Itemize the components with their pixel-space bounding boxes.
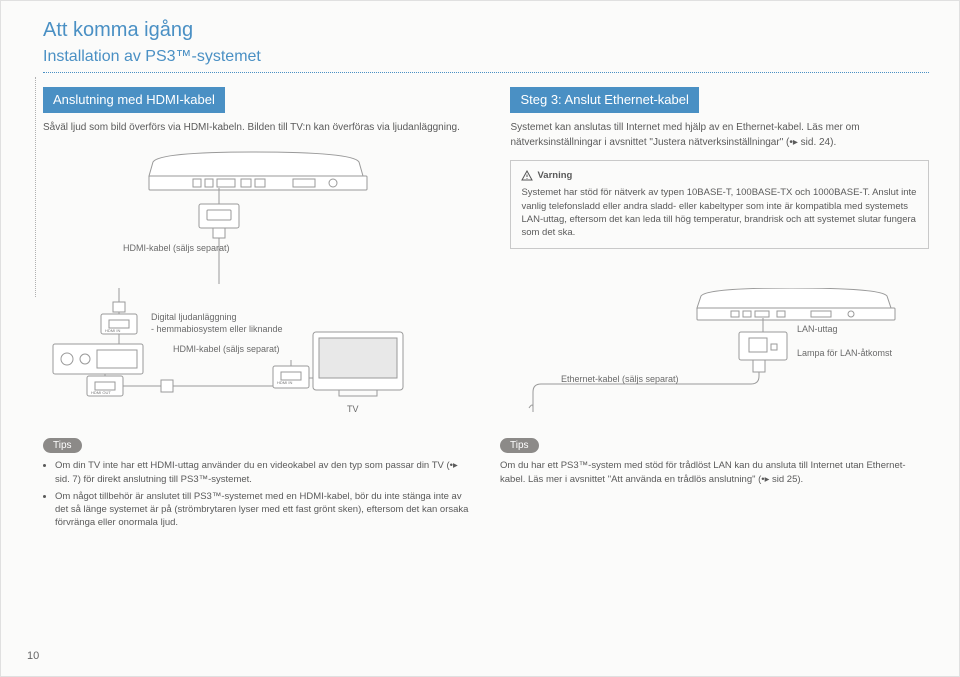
tips-heading-right: Tips	[500, 438, 539, 453]
lan-lamp-label: Lampa för LAN-åtkomst	[797, 348, 892, 358]
lan-port-label: LAN-uttag	[797, 324, 838, 334]
audio-tv-diagram: HDMI IN HDMI OUT HDMI IN Digital ljudanl…	[43, 288, 473, 423]
svg-text:HDMI IN: HDMI IN	[105, 328, 120, 333]
right-column: Steg 3: Anslut Ethernet-kabel Systemet k…	[510, 87, 929, 284]
left-heading: Anslutning med HDMI-kabel	[43, 87, 225, 113]
main-columns: Anslutning med HDMI-kabel Såväl ljud som…	[43, 87, 929, 284]
page-number: 10	[27, 650, 39, 662]
left-intro: Såväl ljud som bild överförs via HDMI-ka…	[43, 121, 482, 136]
warning-box: Varning Systemet har stöd för nätverk av…	[510, 160, 929, 248]
tv-label: TV	[347, 404, 359, 414]
tips-right-text: Om du har ett PS3™-system med stöd för t…	[500, 459, 929, 486]
digital-audio-label-2: - hemmabiosystem eller liknande	[151, 324, 283, 334]
lower-diagram-row: HDMI IN HDMI OUT HDMI IN Digital ljudanl…	[43, 288, 929, 423]
hdmi-cable-label: HDMI-kabel (säljs separat)	[123, 242, 482, 255]
right-heading: Steg 3: Anslut Ethernet-kabel	[510, 87, 698, 113]
warning-title: Varning	[537, 169, 572, 182]
tips-heading-left: Tips	[43, 438, 82, 453]
ethernet-cable-label: Ethernet-kabel (säljs separat)	[561, 374, 679, 384]
tips-left-item: Om din TV inte har ett HDMI-uttag använd…	[55, 459, 472, 486]
hdmi-cable-label-2: HDMI-kabel (säljs separat)	[173, 344, 280, 354]
tips-right: Tips Om du har ett PS3™-system med stöd …	[500, 435, 929, 533]
tips-left-item: Om något tillbehör är anslutet till PS3™…	[55, 490, 472, 530]
section-subtitle: Installation av PS3™-systemet	[43, 48, 929, 73]
warning-icon	[521, 170, 533, 182]
tips-left: Tips Om din TV inte har ett HDMI-uttag a…	[43, 435, 472, 533]
hdmi-console-diagram	[43, 144, 463, 284]
left-column: Anslutning med HDMI-kabel Såväl ljud som…	[43, 87, 482, 284]
warning-body: Systemet har stöd för nätverk av typen 1…	[521, 186, 918, 239]
svg-text:HDMI IN: HDMI IN	[277, 380, 292, 385]
svg-text:HDMI OUT: HDMI OUT	[91, 390, 111, 395]
ethernet-diagram: LAN-uttag Lampa för LAN-åtkomst Ethernet…	[501, 288, 929, 423]
tips-row: Tips Om din TV inte har ett HDMI-uttag a…	[43, 435, 929, 533]
tips-left-list: Om din TV inte har ett HDMI-uttag använd…	[43, 459, 472, 529]
digital-audio-label-1: Digital ljudanläggning	[151, 312, 237, 322]
page-title: Att komma igång	[43, 19, 929, 42]
right-intro: Systemet kan anslutas till Internet med …	[510, 121, 929, 150]
